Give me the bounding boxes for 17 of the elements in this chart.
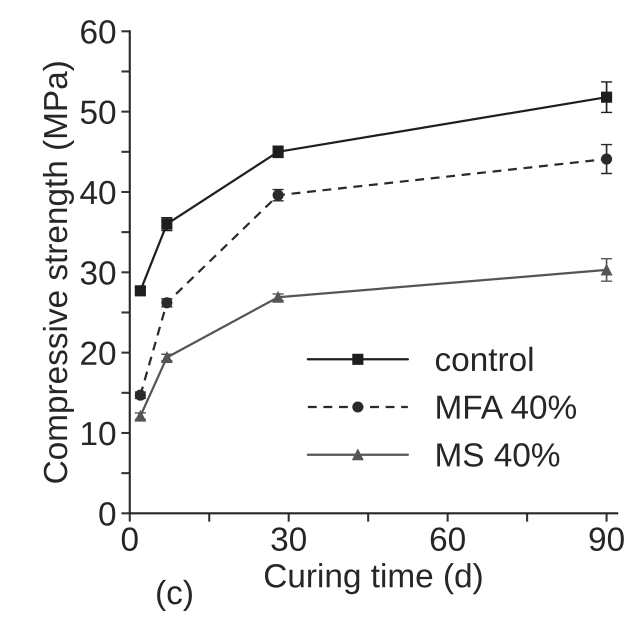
x-tick-label: 30 bbox=[271, 527, 306, 551]
y-tick-label: 10 bbox=[82, 422, 116, 446]
x-tick-label: 0 bbox=[122, 527, 138, 551]
y-tick-label: 0 bbox=[99, 502, 116, 526]
legend-label: MS 40% bbox=[437, 443, 560, 467]
y-axis-title: Compressive strength (MPa) bbox=[42, 62, 74, 483]
x-tick-label: 90 bbox=[590, 527, 624, 551]
y-tick-label: 30 bbox=[80, 261, 116, 285]
y-tick-label: 40 bbox=[80, 180, 116, 204]
y-tick-label: 20 bbox=[81, 341, 116, 366]
y-tick-label: 60 bbox=[81, 20, 116, 44]
x-tick-label: 60 bbox=[430, 527, 465, 551]
y-tick-label: 50 bbox=[80, 100, 116, 124]
text: (c) bbox=[157, 580, 192, 611]
x-axis-title: Curing time (d) bbox=[264, 563, 482, 594]
legend-label: control bbox=[436, 346, 532, 372]
legend-label: MFA 40% bbox=[437, 395, 576, 419]
